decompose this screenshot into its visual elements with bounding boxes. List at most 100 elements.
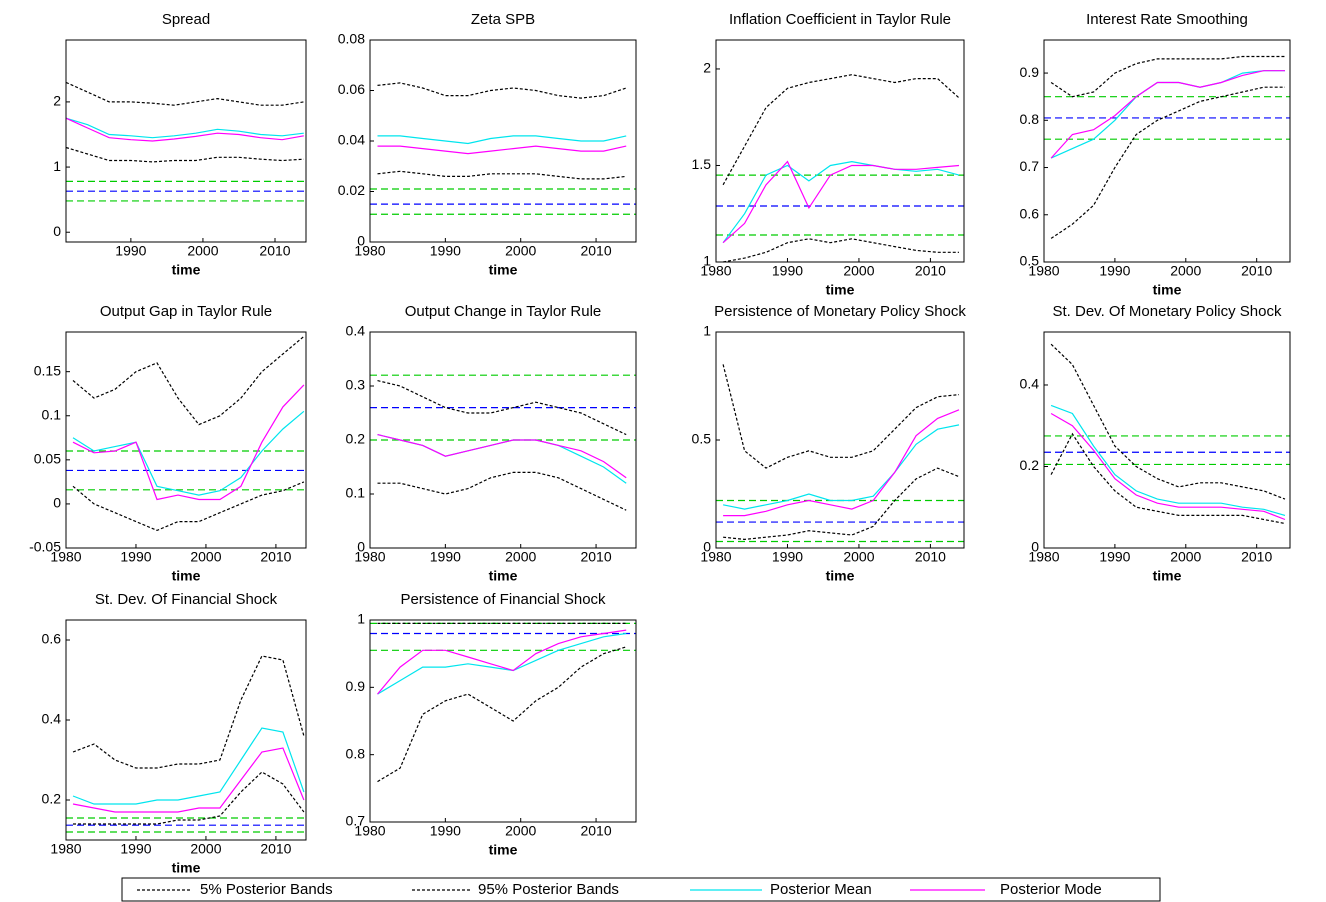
series-line [377,145,627,155]
legend-label: Posterior Mode [1000,881,1102,898]
x-tick-label: 2000 [187,243,218,259]
y-tick-label: 0.06 [338,81,365,97]
plot-area [370,620,636,822]
x-tick-label: 1990 [772,263,803,279]
x-tick-label: 2000 [843,549,874,565]
plot-area [1044,40,1290,262]
x-tick-label: 1980 [700,549,731,565]
y-tick-label: 0 [357,233,365,249]
x-axis-label: time [489,568,518,584]
x-tick-label: 2000 [190,841,221,857]
x-tick-label: 2000 [843,263,874,279]
series-line [722,238,959,263]
y-tick-label: 0 [357,539,365,555]
x-tick-label: 2010 [580,243,611,259]
x-tick-label: 2000 [190,549,221,565]
y-tick-label: 0.15 [34,362,61,378]
series-line [722,424,960,510]
series-line [65,146,304,163]
y-tick-label: 0.4 [42,711,62,727]
series-line [1050,343,1286,500]
y-tick-label: 0.4 [1020,376,1040,392]
series-line [377,629,627,695]
y-tick-label: 1.5 [692,156,712,172]
y-tick-label: 1 [703,323,711,339]
x-tick-label: 1980 [1028,263,1059,279]
series-line [723,409,960,517]
plot-area [716,40,964,262]
axes-frame [1043,39,1291,263]
axes-frame [369,331,637,549]
y-tick-label: 0.9 [346,678,366,694]
y-tick-label: 0.7 [346,813,366,829]
y-tick-label: 0.8 [1020,111,1040,127]
chart-title: Spread [162,11,210,28]
series-line [377,632,627,695]
series-line [377,170,627,180]
x-tick-label: 1990 [430,549,461,565]
series-line [377,135,627,145]
x-tick-label: 2010 [259,243,290,259]
x-axis-label: time [489,842,518,858]
series-line [722,364,960,469]
x-tick-label: 1990 [1099,549,1130,565]
x-tick-label: 1990 [120,549,151,565]
series-line [1050,404,1286,516]
y-tick-label: 1 [53,158,61,174]
y-tick-label: 0.1 [42,406,62,422]
axes-frame [715,39,965,263]
x-tick-label: 1980 [700,263,731,279]
axes-frame [65,39,307,243]
chart-title: Persistence of Monetary Policy Shock [714,303,966,320]
y-tick-label: 0.02 [338,182,365,198]
y-tick-label: 0 [53,495,61,511]
x-tick-label: 2010 [1241,263,1272,279]
y-tick-label: 0.8 [346,745,366,761]
y-tick-label: 0.4 [346,323,366,339]
chart-title: Output Gap in Taylor Rule [100,303,272,320]
y-tick-label: 0.08 [338,31,365,47]
chart-title: Inflation Coefficient in Taylor Rule [729,11,951,28]
y-tick-label: 0.6 [42,631,62,647]
x-tick-label: 1990 [772,549,803,565]
x-tick-label: 1990 [115,243,146,259]
plot-area [66,332,306,548]
series-line [377,471,627,511]
series-line [1050,70,1285,159]
x-tick-label: 1990 [1099,263,1130,279]
y-tick-label: 0 [1031,539,1039,555]
x-axis-label: time [172,860,201,876]
y-tick-label: 0.1 [346,485,366,501]
y-tick-label: 0.2 [42,791,62,807]
chart-title: St. Dev. Of Financial Shock [95,591,278,608]
x-tick-label: 1990 [430,823,461,839]
chart-title: Persistence of Financial Shock [400,591,606,608]
y-tick-label: 0 [703,539,711,555]
x-axis-label: time [172,568,201,584]
chart-title: Zeta SPB [471,11,535,28]
x-tick-label: 2000 [1170,263,1201,279]
x-tick-label: 2010 [260,549,291,565]
y-tick-label: 0.2 [346,431,366,447]
legend-label: 5% Posterior Bands [200,881,333,898]
series-line [1050,412,1286,521]
legend-box [121,877,1161,902]
y-tick-label: 0.7 [1020,158,1040,174]
y-tick-label: 0.2 [1020,457,1040,473]
x-tick-label: 2010 [580,549,611,565]
chart-title: Output Change in Taylor Rule [405,303,602,320]
x-tick-label: 1980 [1028,549,1059,565]
x-tick-label: 1990 [430,243,461,259]
x-axis-label: time [826,282,855,298]
x-tick-label: 2000 [505,823,536,839]
legend-label: 95% Posterior Bands [478,881,619,898]
y-tick-label: 0.5 [692,431,712,447]
series-line [72,727,305,805]
series-line [72,481,305,532]
series-line [722,74,960,186]
series-line [377,380,627,436]
y-tick-label: 2 [53,93,61,109]
series-line [65,117,304,142]
